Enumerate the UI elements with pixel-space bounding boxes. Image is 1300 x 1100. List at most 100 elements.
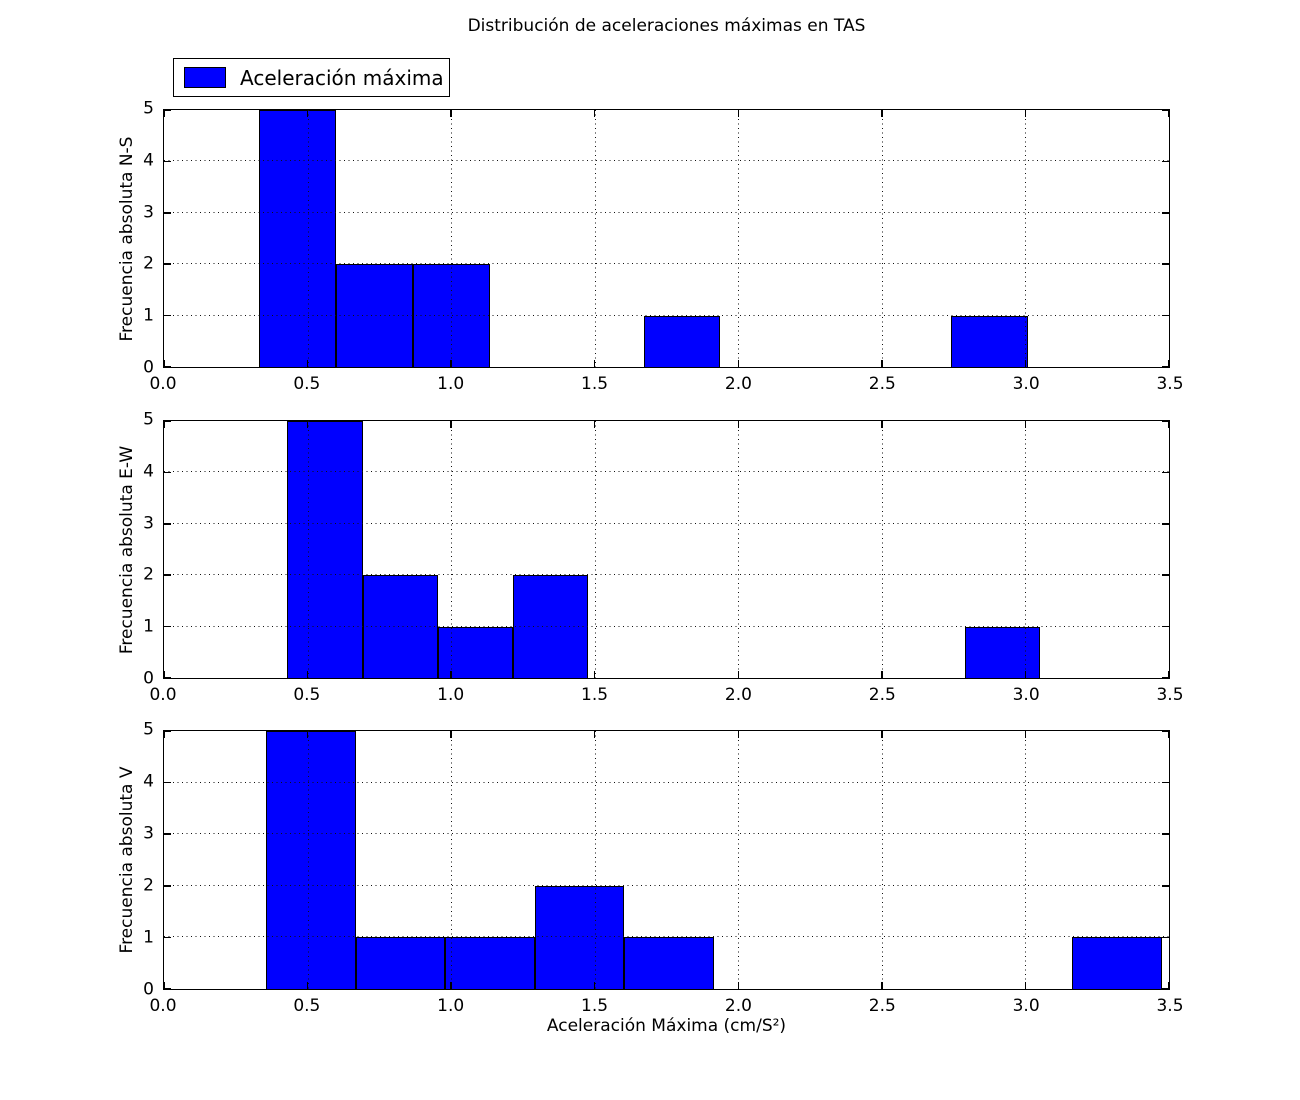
y-tick-mark [164, 988, 171, 990]
y-tick-mark [164, 833, 171, 835]
x-gridline [881, 110, 883, 367]
histogram-bar [643, 315, 721, 367]
x-axis-label: Aceleración Máxima (cm/S²) [546, 1016, 787, 1036]
y-tick-mark [164, 212, 171, 214]
y-tick-mark [164, 677, 171, 679]
y-tick-mark [164, 625, 171, 628]
histogram-bar [355, 937, 446, 989]
y-tick-label: 3 [143, 823, 154, 844]
y-gridline [164, 574, 1169, 576]
x-tick-mark [881, 731, 883, 738]
x-tick-label: 3.0 [1012, 996, 1040, 1016]
y-gridline [164, 211, 1169, 213]
subplot-ew: Frecuencia absoluta E-W 0.0 0.5 1.0 1.5 2.0 2… [117, 411, 1184, 705]
y-tick-mark [164, 420, 171, 422]
y-tick-mark [1162, 885, 1169, 887]
x-tick-mark [1024, 671, 1027, 678]
histogram-bar [624, 937, 714, 989]
x-tick-mark [450, 731, 452, 738]
y-tick-label: 1 [143, 927, 154, 948]
x-tick-label: 1.5 [581, 996, 609, 1016]
histogram-bar [437, 626, 514, 678]
x-gridline [307, 421, 309, 678]
y-tick-label: 3 [143, 202, 154, 223]
x-tick-mark [306, 110, 309, 117]
y-tick-mark [164, 109, 171, 111]
plot-area-ew [163, 420, 1170, 679]
x-gridline [1025, 731, 1027, 989]
x-tick-mark [737, 110, 740, 117]
y-gridline [164, 314, 1169, 316]
y-tick-label: 4 [143, 771, 154, 792]
y-tick-mark [1162, 781, 1169, 784]
x-gridline [738, 421, 740, 678]
x-tick-mark [1168, 421, 1170, 428]
y-tick-mark [164, 730, 171, 732]
y-tick-mark [164, 160, 171, 163]
x-gridline [738, 731, 740, 989]
x-tick-mark [163, 360, 165, 367]
x-tick-mark [306, 982, 309, 989]
y-tick-mark [164, 574, 171, 576]
y-tick-mark [1162, 420, 1169, 422]
y-tick-mark [1162, 936, 1169, 939]
x-tick-mark [306, 671, 309, 678]
x-tick-mark [163, 982, 165, 989]
x-tick-mark [1024, 110, 1027, 117]
histogram-bar [1072, 937, 1162, 989]
y-tick-label: 1 [143, 305, 154, 326]
x-tick-mark [1168, 110, 1170, 117]
y-tick-label: 5 [143, 719, 154, 740]
x-tick-label: 2.5 [868, 685, 896, 705]
x-tick-mark [593, 731, 596, 738]
x-tick-label: 3.0 [1012, 374, 1040, 394]
x-gridline [307, 110, 309, 367]
subplot-v: Frecuencia absoluta V 0.0 0.5 1.0 1.5 2.0 2.5… [117, 721, 1184, 1016]
y-tick-mark [1162, 109, 1169, 111]
legend-swatch [184, 67, 226, 88]
x-gridline [451, 110, 453, 367]
x-tick-label: 2.5 [868, 374, 896, 394]
x-gridline [1025, 110, 1027, 367]
x-tick-mark [306, 360, 309, 367]
x-tick-mark [593, 360, 596, 367]
x-tick-label: 0.5 [293, 685, 321, 705]
y-tick-mark [1162, 263, 1169, 265]
y-tick-label: 0 [143, 979, 154, 1000]
y-tick-mark [1162, 366, 1169, 368]
y-tick-mark [164, 885, 171, 887]
histogram-bar [534, 885, 625, 989]
y-tick-mark [1162, 314, 1169, 317]
x-tick-mark [163, 731, 165, 738]
x-tick-label: 0.0 [149, 374, 177, 394]
x-tick-mark [881, 110, 883, 117]
x-gridline [594, 110, 596, 367]
y-tick-label: 0 [143, 668, 154, 689]
histogram-bar [258, 110, 336, 367]
x-tick-label: 2.0 [724, 374, 752, 394]
y-tick-mark [1162, 574, 1169, 576]
x-tick-mark [450, 110, 452, 117]
x-tick-mark [163, 110, 165, 117]
y-gridline [164, 833, 1169, 835]
y-tick-mark [1162, 988, 1169, 990]
y-gridline [164, 263, 1169, 265]
x-gridline [451, 421, 453, 678]
y-tick-label: 3 [143, 513, 154, 534]
x-tick-mark [163, 671, 165, 678]
histogram-bar [265, 731, 356, 989]
figure-title: Distribución de aceleraciones máximas en… [467, 16, 866, 36]
y-gridline [164, 522, 1169, 524]
x-tick-mark [881, 421, 883, 428]
x-tick-label: 3.5 [1156, 996, 1184, 1016]
x-tick-mark [737, 360, 740, 367]
x-tick-mark [306, 731, 309, 738]
histogram-bar [964, 626, 1040, 678]
x-gridline [881, 421, 883, 678]
x-gridline [881, 731, 883, 989]
x-tick-mark [1024, 360, 1027, 367]
x-tick-mark [737, 731, 740, 738]
y-tick-mark [1162, 212, 1169, 214]
y-gridline [164, 160, 1169, 162]
x-gridline [594, 421, 596, 678]
